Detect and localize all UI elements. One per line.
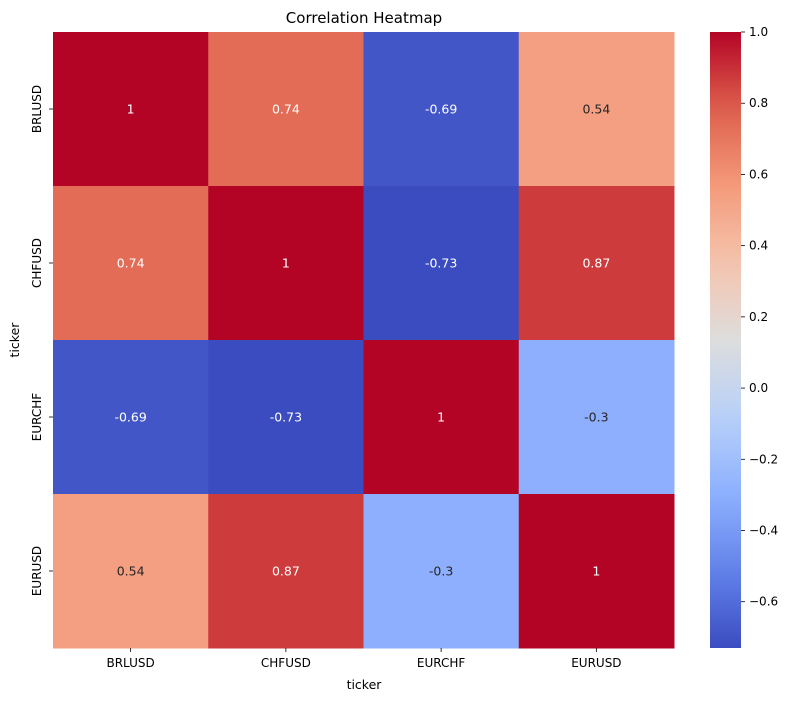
x-tick-label: EURUSD bbox=[571, 656, 621, 670]
colorbar-tick-label: 0.0 bbox=[749, 381, 768, 395]
y-axis-label: ticker bbox=[7, 322, 22, 358]
y-tick-label: EURCHF bbox=[30, 393, 44, 442]
colorbar-tick-label: 0.6 bbox=[749, 167, 768, 181]
heatmap-cell bbox=[518, 494, 675, 649]
heatmap-cell bbox=[208, 340, 364, 495]
colorbar-tick-label: −0.6 bbox=[749, 595, 778, 609]
y-tick-label: EURUSD bbox=[30, 546, 44, 596]
cell-value-label: 0.87 bbox=[582, 256, 610, 271]
x-tick-label: CHFUSD bbox=[261, 656, 311, 670]
chart-title: Correlation Heatmap bbox=[286, 9, 442, 27]
cell-value-label: -0.69 bbox=[425, 102, 457, 117]
heatmap-cell bbox=[53, 186, 209, 341]
cell-value-label: 0.54 bbox=[582, 102, 610, 117]
colorbar bbox=[710, 32, 741, 648]
cell-value-label: 1 bbox=[282, 256, 290, 271]
heatmap-cell bbox=[208, 494, 364, 649]
heatmap-cell bbox=[518, 32, 675, 187]
heatmap-cell bbox=[363, 494, 520, 649]
heatmap-cell bbox=[518, 340, 675, 495]
cell-value-label: 1 bbox=[592, 564, 600, 579]
cell-value-label: -0.73 bbox=[270, 410, 302, 425]
cell-value-label: 0.74 bbox=[117, 256, 145, 271]
x-tick-label: EURCHF bbox=[417, 656, 466, 670]
y-tick-label: CHFUSD bbox=[30, 238, 44, 288]
heatmap-cell bbox=[518, 186, 675, 341]
colorbar-tick-label: 1.0 bbox=[749, 25, 768, 39]
cell-value-label: 0.87 bbox=[272, 564, 300, 579]
cell-value-label: -0.3 bbox=[584, 410, 608, 425]
x-axis-label: ticker bbox=[347, 677, 383, 692]
cell-value-label: 1 bbox=[437, 410, 445, 425]
heatmap-cell bbox=[208, 32, 364, 187]
cell-value-label: 1 bbox=[127, 102, 135, 117]
cell-value-label: 0.54 bbox=[117, 564, 145, 579]
heatmap-cell bbox=[208, 186, 364, 341]
heatmap-cell bbox=[363, 186, 520, 341]
y-tick-label: BRLUSD bbox=[30, 85, 44, 133]
x-axis-ticks: BRLUSD CHFUSD EURCHF EURUSD bbox=[106, 648, 622, 670]
colorbar-tick-label: 0.2 bbox=[749, 310, 768, 324]
heatmap-cell bbox=[363, 32, 520, 187]
cell-value-label: -0.3 bbox=[429, 564, 453, 579]
heatmap-cell bbox=[363, 340, 520, 495]
colorbar-ticks: 1.0 0.8 0.6 0.4 0.2 0.0 −0.2 −0.4 −0.6 bbox=[741, 25, 778, 609]
colorbar-tick-label: −0.2 bbox=[749, 452, 778, 466]
cell-value-label: -0.73 bbox=[425, 256, 457, 271]
colorbar-tick-label: −0.4 bbox=[749, 523, 778, 537]
x-tick-label: BRLUSD bbox=[106, 656, 154, 670]
heatmap-cells: 1 0.74 -0.69 0.54 0.74 1 -0.73 0.87 -0.69 -0.73 1 -… bbox=[53, 32, 675, 649]
cell-value-label: 0.74 bbox=[272, 102, 300, 117]
heatmap-cell bbox=[53, 32, 209, 187]
heatmap-cell bbox=[53, 494, 209, 649]
colorbar-tick-label: 0.8 bbox=[749, 96, 768, 110]
heatmap-cell bbox=[53, 340, 209, 495]
colorbar-tick-label: 0.4 bbox=[749, 239, 768, 253]
y-axis-ticks: BRLUSD CHFUSD EURCHF EURUSD bbox=[30, 85, 53, 596]
cell-value-label: -0.69 bbox=[114, 410, 146, 425]
